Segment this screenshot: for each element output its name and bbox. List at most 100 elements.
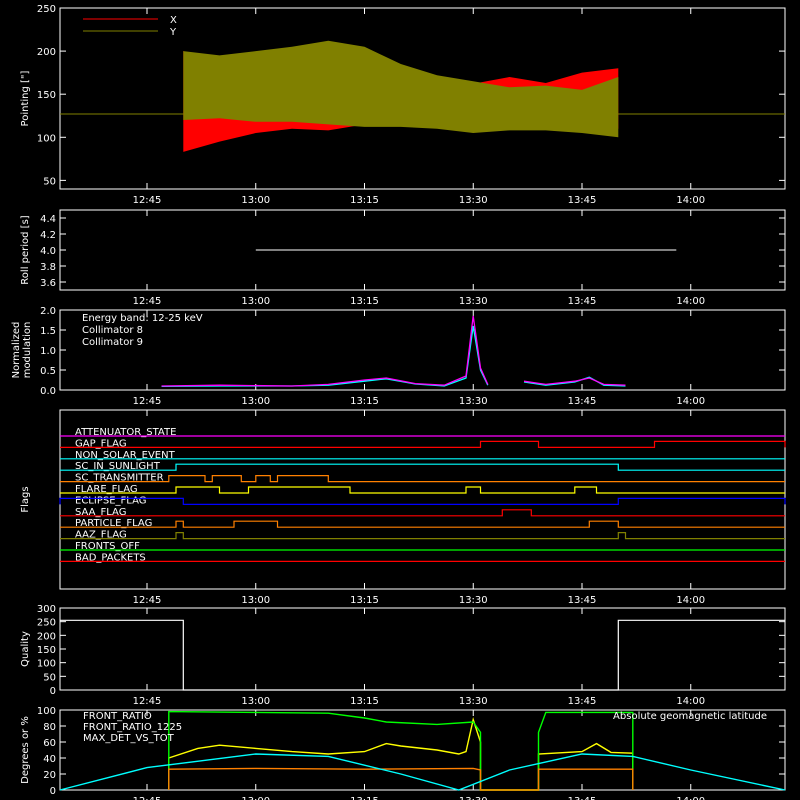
y-tick-label: 200: [37, 631, 56, 642]
x-tick-label: 12:45: [133, 296, 162, 307]
x-tick-label: 13:30: [459, 195, 488, 206]
x-tick-label: 13:15: [350, 296, 379, 307]
y-tick-label: 100: [37, 133, 56, 144]
y-axis-label: Flags: [20, 486, 31, 512]
x-tick-label: 12:45: [133, 595, 162, 606]
y-tick-label: 3.8: [40, 262, 56, 273]
modulation-line-0: [161, 325, 626, 388]
flag-label: SC_IN_SUNLIGHT: [75, 461, 161, 472]
pointing-band-X: [183, 51, 619, 152]
x-tick-label: 12:45: [133, 396, 162, 407]
y-tick-label: 4.2: [40, 230, 56, 241]
y-axis-label: Roll period [s]: [20, 215, 31, 284]
y-tick-label: 50: [43, 176, 56, 187]
quality-line: [60, 619, 785, 691]
flag-line-gap_flag: [60, 440, 786, 448]
y-tick-label: 1.5: [40, 326, 56, 337]
y-tick-label: 200: [37, 47, 56, 58]
x-tick-label: 13:45: [568, 296, 597, 307]
degrees-line-3: [59, 753, 786, 791]
energy-band-annotation: Energy band: 12-25 keV: [82, 313, 203, 324]
y-tick-label: 100: [37, 706, 56, 717]
flag-label: GAP_FLAG: [75, 438, 127, 449]
x-tick-label: 13:15: [350, 696, 379, 707]
legend-label: FRONT_RATIO_1225: [83, 722, 182, 733]
legend-label: X: [170, 15, 177, 26]
y-tick-label: 250: [37, 618, 56, 629]
flag-label: AAZ_FLAG: [75, 530, 127, 541]
flag-line-aaz_flag: [60, 532, 785, 540]
flag-label: SAA_FLAG: [75, 507, 126, 518]
x-tick-label: 13:45: [568, 195, 597, 206]
y-tick-label: 0.5: [40, 366, 56, 377]
plot-frame-5: [59, 709, 786, 791]
y-tick-label: 80: [43, 722, 56, 733]
x-tick-label: 13:45: [568, 595, 597, 606]
flag-label: SC_TRANSMITTER: [75, 473, 164, 484]
legend-label: Absolute geomagnetic latitude: [613, 711, 767, 722]
pointing-band-Y: [183, 40, 619, 138]
x-tick-label: 14:00: [676, 396, 705, 407]
legend-label: Collimator 9: [82, 337, 143, 348]
x-tick-label: 13:00: [241, 296, 270, 307]
y-tick-label: 3.6: [40, 278, 56, 289]
x-tick-label: 14:00: [676, 296, 705, 307]
degrees-line-2: [168, 767, 634, 791]
x-tick-label: 13:00: [241, 195, 270, 206]
x-tick-label: 13:30: [459, 796, 488, 800]
x-tick-label: 13:30: [459, 296, 488, 307]
x-tick-label: 13:15: [350, 195, 379, 206]
legend-label: MAX_DET_VS_TOT: [83, 733, 175, 744]
legend-label: Y: [169, 27, 177, 38]
x-tick-label: 13:30: [459, 595, 488, 606]
flag-label: ECLIPSE_FLAG: [75, 495, 146, 506]
y-tick-label: 300: [37, 604, 56, 615]
y-tick-label: 150: [37, 645, 56, 656]
y-tick-label: 40: [43, 754, 56, 765]
y-tick-label: 250: [37, 4, 56, 15]
degrees-line-1: [168, 710, 634, 791]
x-tick-label: 13:15: [350, 396, 379, 407]
y-tick-label: 100: [37, 659, 56, 670]
x-tick-label: 12:45: [133, 796, 162, 800]
x-tick-label: 13:00: [241, 696, 270, 707]
x-tick-label: 13:45: [568, 696, 597, 707]
y-tick-label: 150: [37, 90, 56, 101]
y-axis-label: Pointing ["]: [20, 70, 31, 126]
flag-label: FRONTS_OFF: [75, 541, 140, 552]
x-tick-label: 13:30: [459, 396, 488, 407]
x-tick-label: 14:00: [676, 696, 705, 707]
x-tick-label: 13:00: [241, 595, 270, 606]
flag-line-flare_flag: [60, 486, 785, 494]
legend-label: Collimator 8: [82, 325, 143, 336]
x-tick-label: 13:15: [350, 595, 379, 606]
flag-label: ATTENUATOR_STATE: [75, 427, 176, 438]
flag-label: BAD_PACKETS: [75, 552, 146, 563]
y-tick-label: 4.0: [40, 246, 56, 257]
flag-line-particle_flag: [60, 520, 785, 528]
y-tick-label: 50: [43, 672, 56, 683]
y-tick-label: 0.0: [40, 386, 56, 397]
x-tick-label: 14:00: [676, 195, 705, 206]
x-tick-label: 12:45: [133, 696, 162, 707]
y-axis-label: Quality: [20, 631, 31, 667]
flag-line-eclipse_flag: [59, 497, 786, 505]
flag-label: PARTICLE_FLAG: [75, 518, 152, 529]
x-tick-label: 13:00: [241, 796, 270, 800]
flag-line-saa_flag: [60, 509, 785, 517]
x-tick-label: 13:45: [568, 796, 597, 800]
modulation-line-1: [161, 315, 626, 387]
degrees-line-0: [168, 716, 634, 791]
x-tick-label: 12:45: [133, 195, 162, 206]
flag-line-sc_transmitter: [60, 475, 785, 483]
flag-label: FLARE_FLAG: [75, 484, 138, 495]
y-tick-label: 0: [50, 786, 56, 797]
y-axis-label-line: Normalized: [11, 322, 22, 379]
y-tick-label: 20: [43, 770, 56, 781]
x-tick-label: 14:00: [676, 796, 705, 800]
y-axis-label-line: modulation: [22, 322, 33, 379]
y-axis-label: Degrees or %: [20, 716, 31, 784]
y-tick-label: 4.4: [40, 214, 56, 225]
y-tick-label: 2.0: [40, 306, 56, 317]
